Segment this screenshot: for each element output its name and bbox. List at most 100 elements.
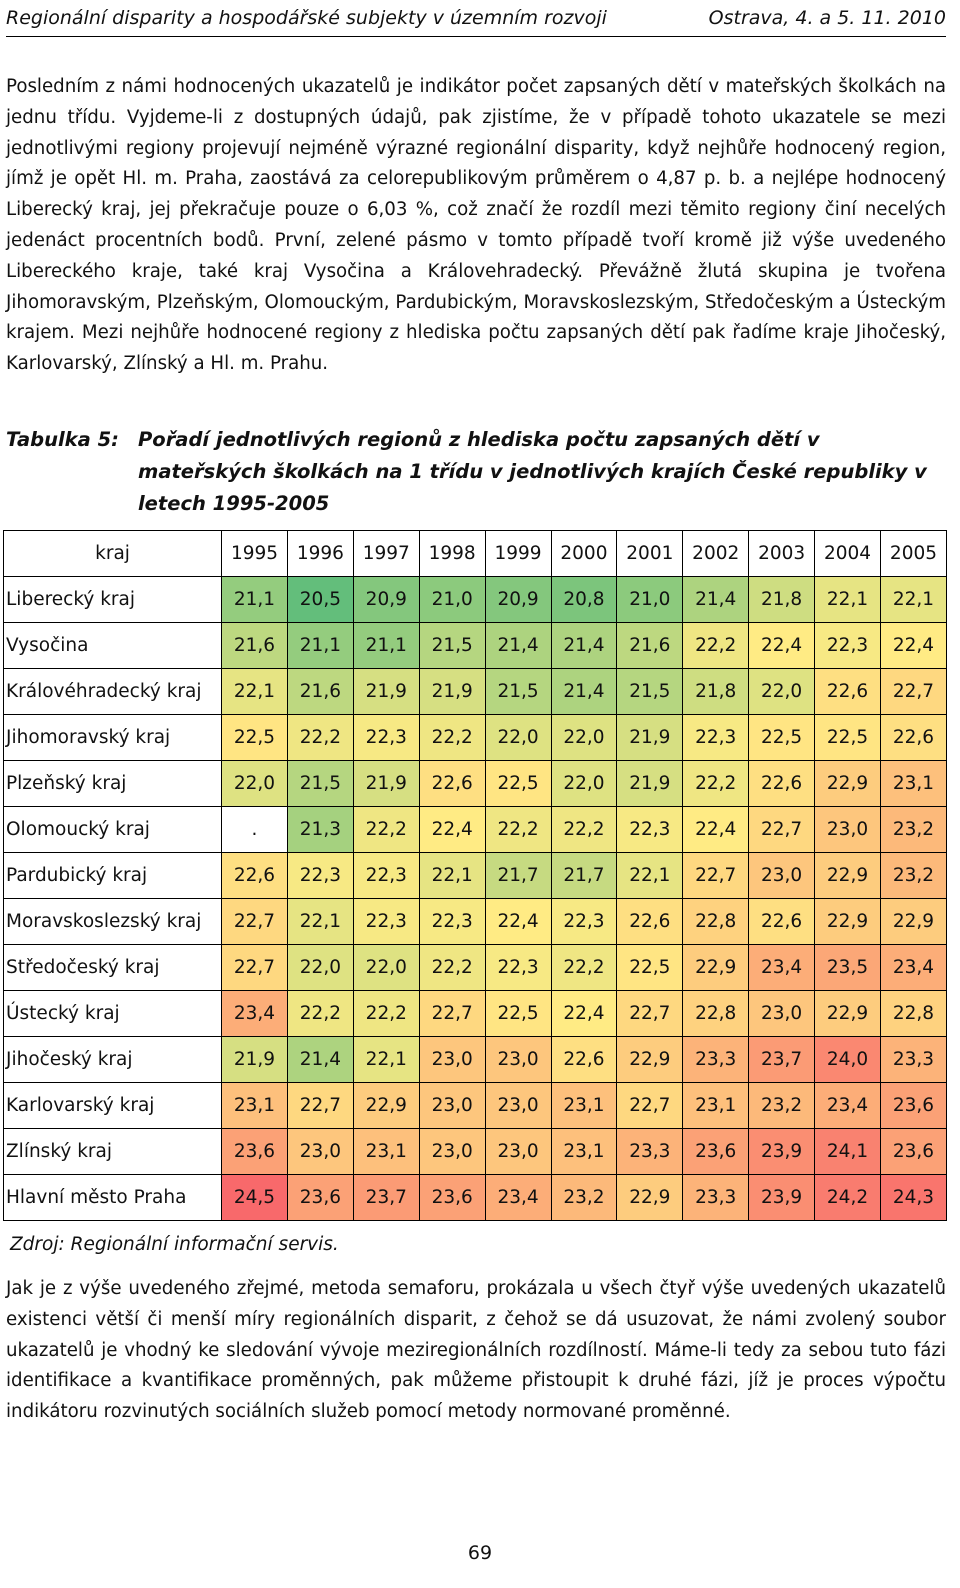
value-cell: 23,0 [418,1036,486,1083]
value-cell: 22,7 [879,668,948,715]
value-cell: 22,4 [418,806,486,853]
value-cell: 22,0 [484,714,552,761]
value-cell: 22,9 [682,944,750,991]
value-cell: 22,6 [814,668,881,715]
year-header: 1995 [221,530,288,577]
value-cell: 23,1 [682,1082,750,1129]
value-cell: 23,2 [550,1174,618,1221]
value-cell: 22,2 [682,760,750,807]
value-cell: 22,5 [616,944,684,991]
value-cell: 22,2 [682,622,750,669]
table-row: Liberecký kraj 21,1 20,5 20,9 21,0 20,9 20,8 21… [2,576,948,623]
value-cell: 22,2 [286,990,354,1037]
value-cell: 22,5 [484,990,552,1037]
table-header-row: kraj 1995 1996 1997 1998 1999 2000 2001 2002 200… [2,530,948,577]
table-row: Jihočeský kraj 21,9 21,4 22,1 23,0 23,0 22,6 22… [2,1036,948,1083]
year-header: 2000 [550,530,618,577]
caption-text: Pořadí jednotlivých regionů z hlediska p… [138,428,927,515]
value-cell: 21,6 [616,622,684,669]
value-cell: 21,1 [286,622,354,669]
value-cell: 22,9 [616,1174,684,1221]
region-name: Jihomoravský kraj [2,714,223,761]
value-cell: 22,6 [418,760,486,807]
table-row: Ústecký kraj 23,4 22,2 22,2 22,7 22,5 22,4 22,7… [2,990,948,1037]
value-cell: 21,6 [286,668,354,715]
value-cell: 23,1 [550,1082,618,1129]
value-cell: 23,2 [879,852,948,899]
table-caption: Tabulka 5: Pořadí jednotlivých regionů z… [6,424,946,520]
value-cell: 21,9 [352,760,420,807]
paragraph-conclusion: Jak je z výše uvedeného zřejmé, metoda s… [6,1278,946,1423]
value-cell: 23,0 [814,806,881,853]
region-name: Zlínský kraj [2,1128,223,1175]
value-cell: 23,9 [748,1128,816,1175]
year-header: 2004 [814,530,881,577]
value-cell: 22,6 [616,898,684,945]
value-cell: 21,7 [484,852,552,899]
value-cell: 23,0 [748,990,816,1037]
value-cell: 22,9 [814,852,881,899]
year-header: 2002 [682,530,750,577]
value-cell: 23,0 [418,1082,486,1129]
table-row: Vysočina 21,6 21,1 21,1 21,5 21,4 21,4 21,6 22,2… [2,622,948,669]
value-cell: 22,2 [484,806,552,853]
value-cell: 22,3 [286,852,354,899]
value-cell: 22,9 [616,1036,684,1083]
value-cell: 22,5 [814,714,881,761]
value-cell: 22,0 [550,760,618,807]
region-name: Královéhradecký kraj [2,668,223,715]
value-cell: 21,4 [682,576,750,623]
value-cell: 23,3 [879,1036,948,1083]
value-cell: 21,8 [748,576,816,623]
value-cell: . [221,806,288,853]
page-number: 69 [467,1542,493,1564]
region-name: Vysočina [2,622,223,669]
table-row: Pardubický kraj 22,6 22,3 22,3 22,1 21,7 21,7 2… [2,852,948,899]
value-cell: 24,0 [814,1036,881,1083]
value-cell: 23,2 [879,806,948,853]
value-cell: 21,0 [418,576,486,623]
value-cell: 21,9 [616,714,684,761]
value-cell: 23,0 [418,1128,486,1175]
value-cell: 24,5 [221,1174,288,1221]
value-cell: 22,2 [286,714,354,761]
header-region: kraj [2,530,223,577]
value-cell: 23,3 [682,1036,750,1083]
table-row: Hlavní město Praha 24,5 23,6 23,7 23,6 23,4 23… [2,1174,948,1221]
value-cell: 22,5 [484,760,552,807]
value-cell: 22,3 [682,714,750,761]
value-cell: 22,7 [748,806,816,853]
value-cell: 24,1 [814,1128,881,1175]
value-cell: 22,9 [814,898,881,945]
value-cell: 23,3 [616,1128,684,1175]
value-cell: 23,4 [484,1174,552,1221]
value-cell: 23,0 [286,1128,354,1175]
value-cell: 22,9 [814,760,881,807]
value-cell: 23,0 [484,1082,552,1129]
table-row: Královéhradecký kraj 22,1 21,6 21,9 21,9 21,5… [2,668,948,715]
value-cell: 23,3 [682,1174,750,1221]
value-cell: 21,4 [550,622,618,669]
source-note: Zdroj: Regionální informační servis. [10,1234,339,1255]
value-cell: 22,4 [550,990,618,1037]
value-cell: 23,2 [748,1082,816,1129]
value-cell: 22,4 [748,622,816,669]
value-cell: 22,9 [879,898,948,945]
value-cell: 22,2 [550,806,618,853]
value-cell: 21,9 [418,668,486,715]
region-name: Olomoucký kraj [2,806,223,853]
value-cell: 21,4 [550,668,618,715]
page-header: Regionální disparity a hospodářské subje… [6,0,946,37]
table-row: Jihomoravský kraj 22,5 22,2 22,3 22,2 22,0 22,… [2,714,948,761]
region-name: Karlovarský kraj [2,1082,223,1129]
value-cell: 22,2 [418,714,486,761]
value-cell: 22,5 [221,714,288,761]
caption-label: Tabulka 5: [6,428,119,451]
value-cell: 22,6 [748,760,816,807]
value-cell: 22,0 [550,714,618,761]
value-cell: 22,3 [550,898,618,945]
value-cell: 23,6 [682,1128,750,1175]
value-cell: 22,9 [814,990,881,1037]
header-title: Regionální disparity a hospodářské subje… [6,7,607,29]
year-header: 2005 [879,530,948,577]
